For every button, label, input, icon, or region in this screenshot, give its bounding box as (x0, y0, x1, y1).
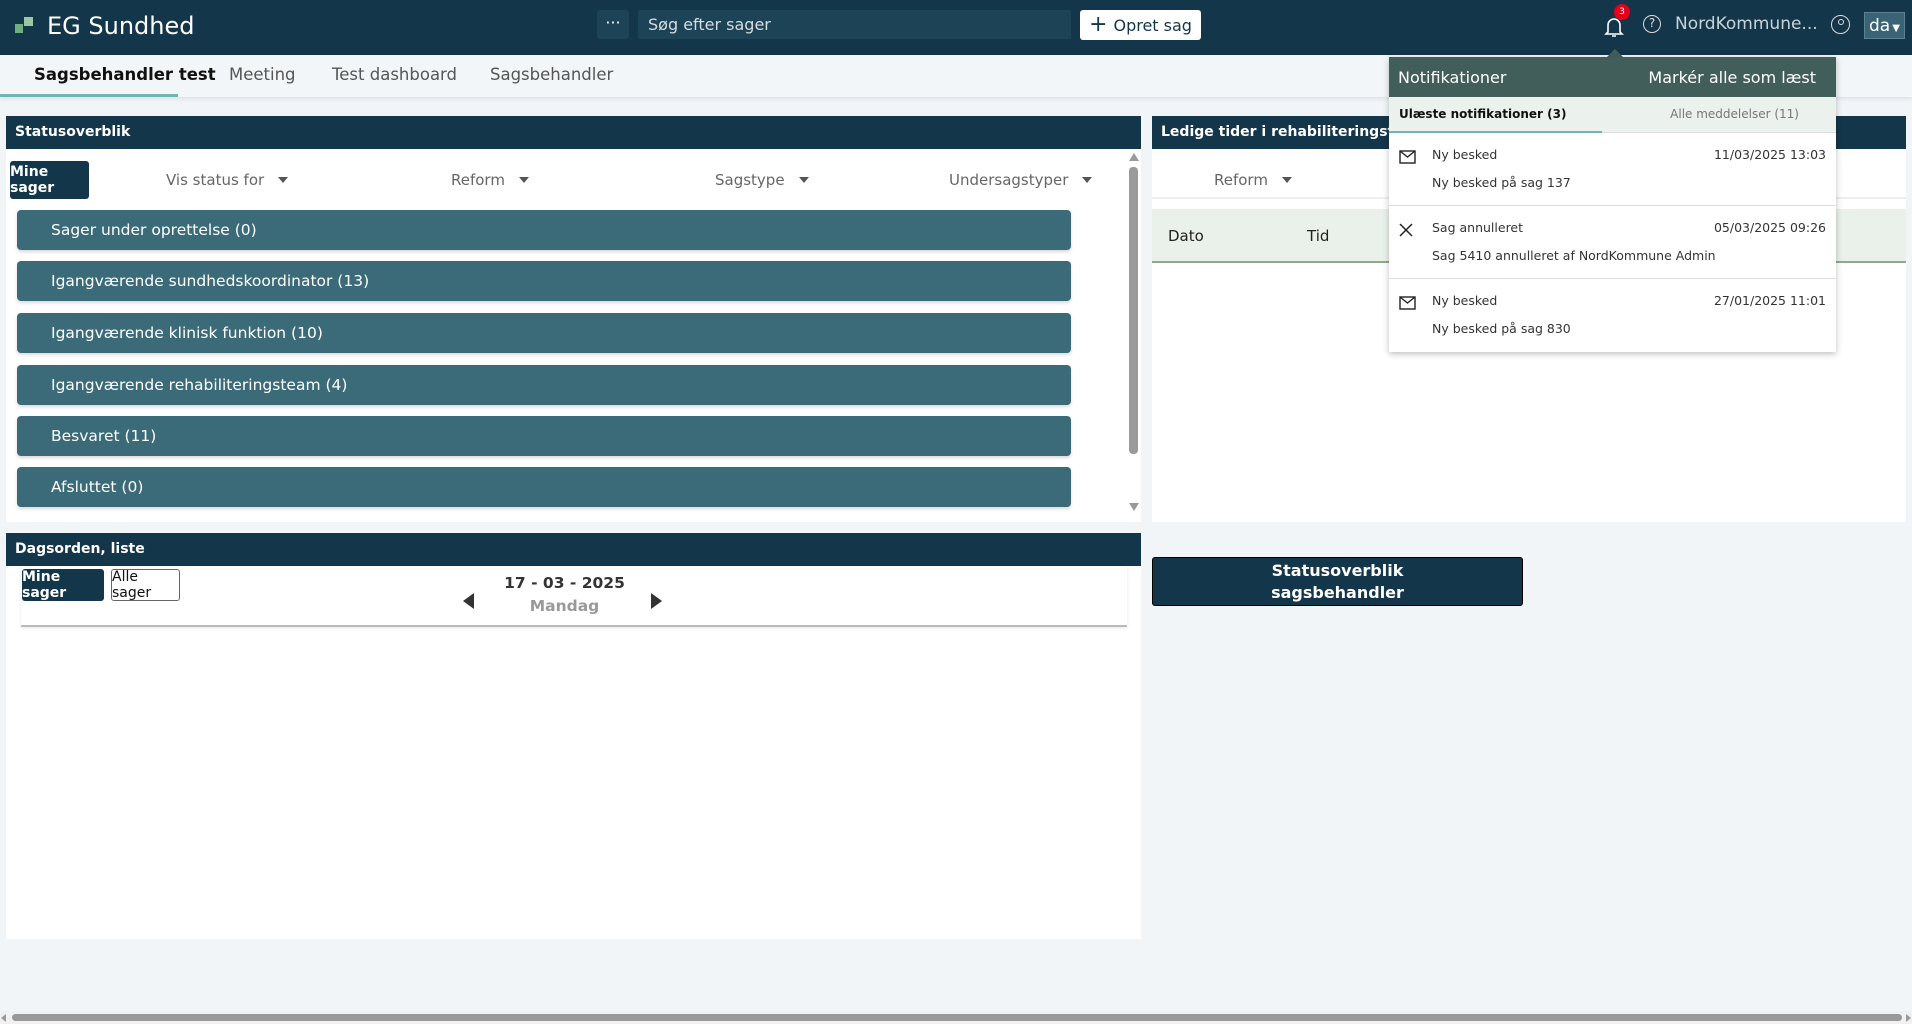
button-line: Statusoverblik (1271, 560, 1404, 580)
more-button[interactable]: ··· (597, 10, 629, 39)
language-select[interactable]: da ▼ (1864, 12, 1905, 39)
column-dato[interactable]: Dato (1168, 227, 1204, 245)
tab-unread[interactable]: Ulæste notifikationer (3) (1399, 107, 1567, 121)
reform-filter[interactable]: Reform (451, 171, 529, 189)
column-tid[interactable]: Tid (1307, 227, 1330, 245)
button-line: sagsbehandler (1271, 582, 1404, 602)
prev-day-icon[interactable] (463, 593, 474, 609)
logo-text: EG Sundhed (47, 12, 195, 40)
free-times-reform-filter[interactable]: Reform (1214, 171, 1292, 189)
create-case-label: Opret sag (1113, 15, 1192, 35)
bell-icon[interactable] (1603, 15, 1625, 39)
agenda-weekday: Mandag (529, 597, 600, 615)
caret-down-icon (798, 177, 809, 183)
active-tab-indicator (0, 94, 178, 97)
tab-all-messages[interactable]: Alle meddelelser (11) (1670, 107, 1799, 121)
search-input[interactable] (638, 10, 1071, 39)
scroll-up-icon[interactable] (1129, 153, 1139, 161)
close-icon (1399, 223, 1413, 237)
status-row[interactable]: Igangværende klinisk funktion (10) (17, 313, 1071, 353)
caret-down-icon (518, 177, 529, 183)
notification-title: Ny besked (1432, 293, 1498, 308)
next-day-icon[interactable] (651, 593, 662, 609)
status-panel-title: Statusoverblik (6, 116, 1141, 149)
mark-all-read-button[interactable]: Markér alle som læst (1648, 67, 1816, 87)
status-row[interactable]: Sager under oprettelse (0) (17, 210, 1071, 250)
notification-item[interactable]: Sag annulleret 05/03/2025 09:26 Sag 5410… (1389, 206, 1836, 279)
agenda-panel-title: Dagsorden, liste (6, 533, 1141, 566)
status-row[interactable]: Besvaret (11) (17, 416, 1071, 456)
sagstype-filter[interactable]: Sagstype (715, 171, 809, 189)
status-row[interactable]: Igangværende rehabiliteringsteam (4) (17, 365, 1071, 405)
notifications-popover: Notifikationer Markér alle som læst Ulæs… (1389, 57, 1836, 352)
popover-arrow (1606, 49, 1624, 58)
notification-date: 11/03/2025 13:03 (1713, 147, 1826, 162)
statusoverblik-sagsbehandler-button[interactable]: Statusoverblik sagsbehandler (1152, 557, 1523, 606)
notification-text: Sag 5410 annulleret af NordKommune Admin (1432, 248, 1716, 263)
status-row[interactable]: Afsluttet (0) (17, 467, 1071, 507)
notification-title: Ny besked (1432, 147, 1498, 162)
active-tab-indicator (1389, 131, 1602, 133)
undersagstyper-filter[interactable]: Undersagstyper (949, 171, 1093, 189)
filter-label: Vis status for (166, 171, 265, 189)
notifications-title: Notifikationer (1398, 67, 1507, 87)
notification-text: Ny besked på sag 830 (1432, 321, 1571, 336)
language-value: da (1869, 16, 1891, 36)
filter-label: Sagstype (715, 171, 785, 189)
agenda-date: 17 - 03 - 2025 (504, 574, 625, 592)
mail-icon (1399, 150, 1416, 164)
caret-down-icon (1082, 177, 1093, 183)
mail-icon (1399, 296, 1416, 310)
filter-label: Undersagstyper (949, 171, 1069, 189)
chevron-down-icon: ▼ (1892, 23, 1900, 34)
vertical-scrollbar[interactable] (1129, 167, 1138, 454)
caret-down-icon (1281, 177, 1292, 183)
scroll-right-icon[interactable] (1906, 1014, 1911, 1022)
user-icon[interactable] (1831, 15, 1850, 34)
notification-date: 05/03/2025 09:26 (1713, 220, 1826, 235)
horizontal-scrollbar[interactable] (0, 1011, 1912, 1024)
filter-label: Reform (451, 171, 505, 189)
status-row[interactable]: Igangværende sundhedskoordinator (13) (17, 261, 1071, 301)
logo-icon (15, 15, 37, 37)
tab-test-dashboard[interactable]: Test dashboard (332, 65, 458, 84)
agenda-alle-sager-button[interactable]: Alle sager (111, 569, 180, 601)
user-name[interactable]: NordKommune... (1675, 14, 1818, 34)
notification-date: 27/01/2025 11:01 (1713, 293, 1826, 308)
scroll-down-icon[interactable] (1129, 503, 1139, 511)
top-bar: EG Sundhed ··· + Opret sag 3 ? NordKommu… (0, 0, 1912, 55)
filter-label: Reform (1214, 171, 1268, 189)
mine-sager-button[interactable]: Mine sager (10, 161, 89, 199)
notification-item[interactable]: Ny besked 11/03/2025 13:03 Ny besked på … (1389, 133, 1836, 206)
agenda-mine-sager-button[interactable]: Mine sager (22, 569, 104, 601)
create-case-button[interactable]: + Opret sag (1080, 10, 1201, 40)
notification-title: Sag annulleret (1432, 220, 1524, 235)
tab-sagsbehandler-test[interactable]: Sagsbehandler test (34, 65, 216, 84)
notification-badge: 3 (1614, 4, 1630, 20)
tab-sagsbehandler[interactable]: Sagsbehandler (490, 65, 614, 84)
scroll-left-icon[interactable] (1, 1014, 6, 1022)
plus-icon: + (1089, 12, 1108, 37)
vis-status-filter[interactable]: Vis status for (166, 171, 289, 189)
notification-text: Ny besked på sag 137 (1432, 175, 1571, 190)
horizontal-scroll-thumb[interactable] (12, 1014, 1902, 1021)
help-icon[interactable]: ? (1643, 15, 1661, 33)
agenda-toolbar (21, 566, 1127, 627)
notification-item[interactable]: Ny besked 27/01/2025 11:01 Ny besked på … (1389, 279, 1836, 352)
tab-meeting[interactable]: Meeting (229, 65, 296, 84)
logo[interactable]: EG Sundhed (15, 12, 195, 40)
caret-down-icon (278, 177, 289, 183)
